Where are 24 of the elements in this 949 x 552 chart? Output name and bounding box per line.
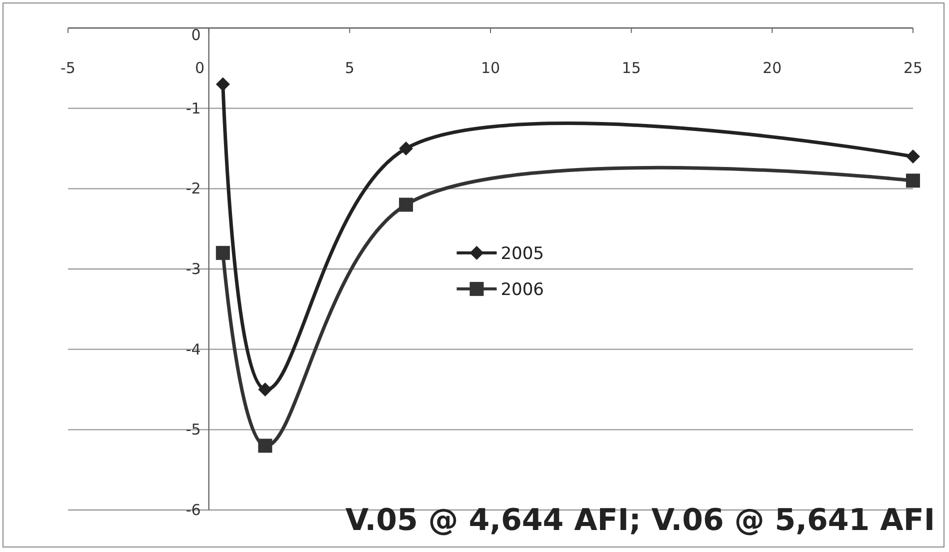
x-tick-label: 10: [480, 59, 500, 77]
point: [216, 246, 230, 260]
x-tick-label: 25: [903, 59, 923, 77]
point: [258, 382, 272, 396]
point: [258, 438, 272, 453]
point: [399, 198, 413, 212]
y-tick-label: -4: [186, 340, 201, 358]
y-tick-label: -3: [186, 260, 201, 278]
x-tick-label: 5: [344, 59, 354, 77]
x-tick-label: 20: [762, 59, 782, 77]
y-tick-label: 0: [191, 26, 201, 44]
point: [216, 77, 230, 92]
y-tick-label: -6: [186, 501, 201, 519]
x-tick-label: 15: [622, 59, 641, 77]
y-tick-label: -1: [186, 99, 201, 118]
point: [906, 174, 920, 188]
y-tick-label: -2: [186, 180, 201, 198]
point: [399, 142, 413, 156]
x-tick-label: -5: [60, 59, 76, 77]
y-tick-label: -5: [186, 420, 201, 439]
point: [906, 150, 920, 164]
legend-label: 2006: [500, 280, 544, 300]
legend-label: 2005: [500, 244, 544, 264]
annotation: V.05 @ 4,644 AFI; V.06 @ 5,641 AFI: [345, 503, 935, 538]
